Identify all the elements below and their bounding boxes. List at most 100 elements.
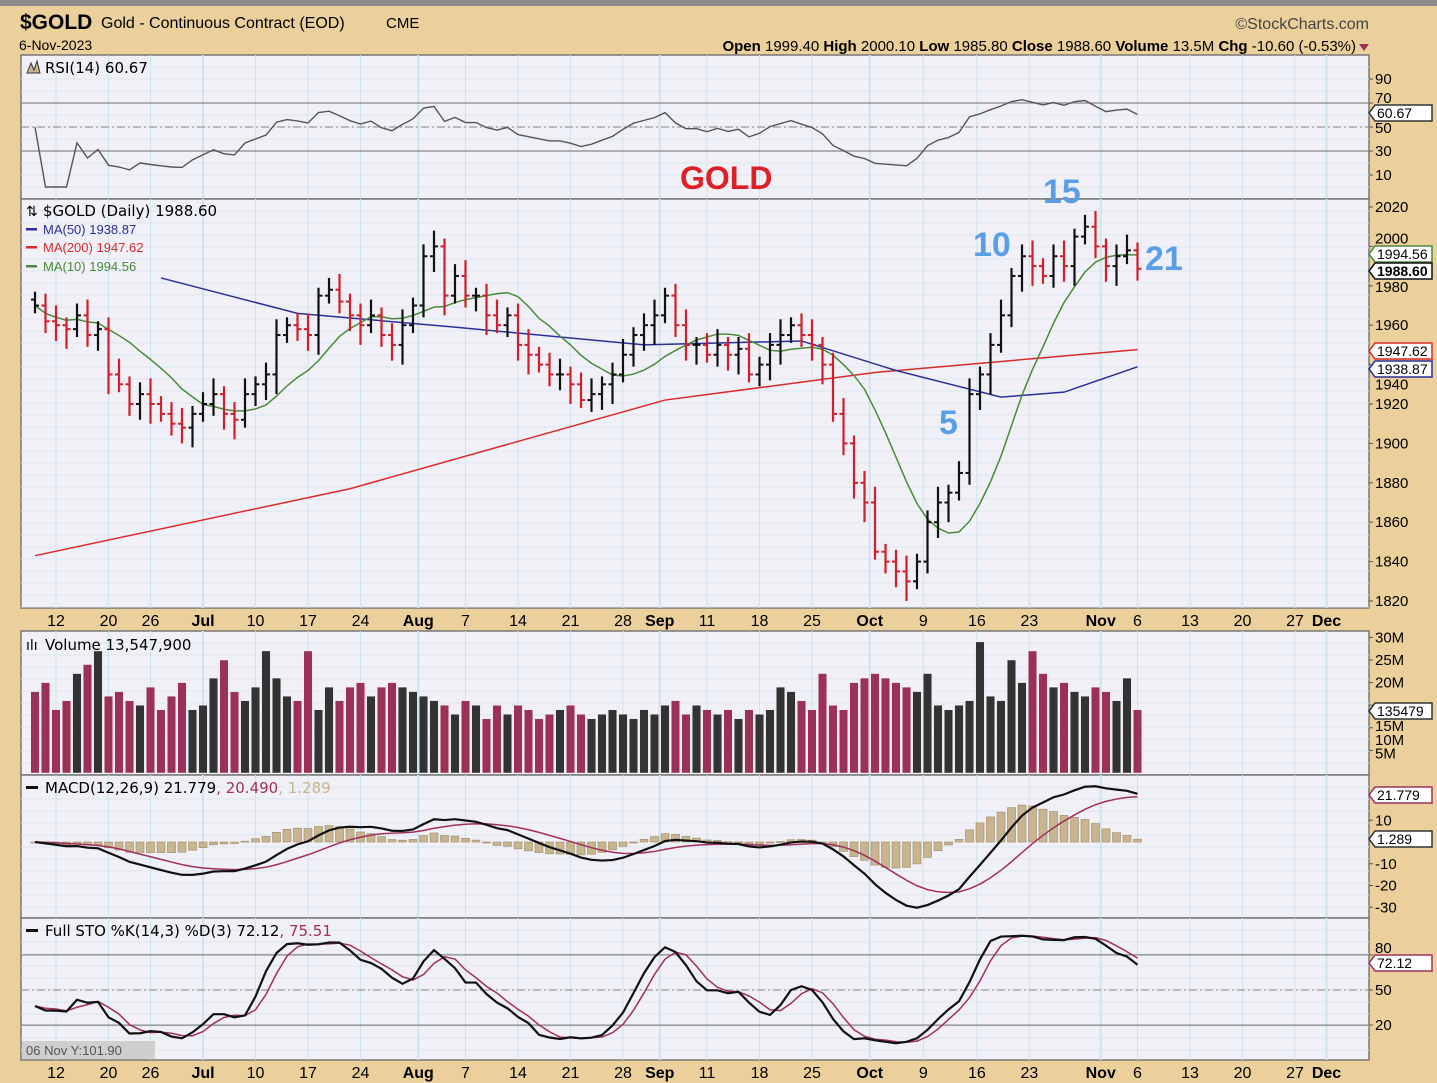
x-tick-label-bottom: 11: [699, 1065, 716, 1082]
volume-bar: [912, 691, 922, 774]
close-value: 1988.60: [1057, 38, 1111, 55]
volume-bar: [324, 686, 334, 774]
volume-bar: [1090, 686, 1100, 774]
x-tick-label-top: 17: [299, 613, 317, 630]
x-tick-label-bottom: 10: [247, 1065, 265, 1082]
volume-bar: [1048, 686, 1058, 774]
volume-bar: [702, 709, 712, 774]
macd-histogram-bar: [324, 825, 334, 843]
status-box: [22, 1041, 155, 1059]
x-tick-label-bottom: 23: [1020, 1065, 1038, 1082]
macd-histogram-bar: [240, 840, 250, 843]
sto-legend-swatch: [26, 929, 38, 932]
sto-k-line: [34, 934, 1139, 1045]
macd-histogram-bar: [492, 841, 502, 846]
macd-axis-label: -30: [1375, 899, 1397, 916]
rsi-legend: RSI(14) 60.67: [45, 59, 148, 77]
macd-histogram-bar: [986, 816, 995, 843]
macd-hist-tag: 1.289: [1377, 831, 1412, 847]
volume-bar: [660, 705, 670, 774]
macd-histogram-bar: [902, 841, 911, 868]
x-tick-label-bottom: Aug: [403, 1065, 434, 1082]
volume-axis-label: 10M: [1375, 732, 1404, 749]
volume-bar: [566, 705, 576, 774]
volume-bar: [335, 700, 345, 774]
macd-histogram-bar: [167, 841, 176, 853]
volume-bar: [461, 700, 471, 774]
volume-bar: [124, 700, 134, 774]
macd-histogram-bar: [377, 836, 386, 843]
macd-axis-label: -20: [1375, 878, 1397, 895]
macd-histogram-bar: [860, 841, 869, 861]
volume-bar: [72, 673, 82, 774]
volume-bar: [650, 714, 660, 774]
x-tick-label-bottom: 16: [968, 1065, 986, 1082]
volume-bar: [513, 705, 523, 774]
ma10-tag-box: [1368, 245, 1433, 263]
volume-bar: [954, 705, 964, 774]
volume-bar: [377, 686, 387, 774]
volume-bar: [797, 700, 807, 774]
macd-histogram-bar: [944, 841, 953, 846]
volume-bar: [82, 664, 92, 774]
price-axis-label: 1960: [1375, 317, 1408, 334]
volume-tag: 135479: [1377, 703, 1424, 719]
x-tick-label-top: 25: [803, 613, 821, 630]
volume-bar: [818, 673, 828, 774]
ma10-tag: 1994.56: [1377, 246, 1428, 262]
macd-histogram-bar: [933, 841, 943, 852]
sto-axis-label: 80: [1375, 940, 1392, 957]
macd-histogram-bar: [723, 841, 733, 843]
volume-bar: [965, 700, 975, 774]
volume-bar: [1122, 677, 1132, 774]
x-tick-label-bottom: 13: [1181, 1065, 1199, 1082]
price-axis-label: 1880: [1375, 475, 1408, 492]
macd-histogram-bar: [513, 841, 523, 850]
ma200-line: [34, 348, 1138, 557]
high-label: High: [823, 38, 856, 55]
volume-axis-label: 30M: [1375, 629, 1404, 646]
macd-histogram-bar: [419, 835, 428, 843]
volume-bar: [303, 650, 313, 774]
volume-bar: [261, 650, 271, 774]
x-tick-label-bottom: 28: [614, 1065, 632, 1082]
low-value: 1985.80: [953, 38, 1007, 55]
price-legend: $GOLD (Daily) 1988.60: [43, 202, 217, 220]
volume-bar: [723, 709, 733, 774]
x-tick-label-bottom: 20: [100, 1065, 118, 1082]
volume-value: 13.5M: [1173, 38, 1215, 55]
macd-histogram-bar: [524, 841, 533, 852]
x-tick-label-bottom: 27: [1286, 1065, 1304, 1082]
price-axis-label: 1920: [1375, 396, 1408, 413]
volume-bar: [587, 718, 597, 774]
rsi-axis-label: 70: [1375, 90, 1392, 107]
volume-bar: [923, 673, 933, 774]
volume-legend-icon: ılı: [26, 638, 38, 654]
volume-bar: [387, 682, 397, 774]
volume-bar: [849, 682, 859, 774]
open-value: 1999.40: [765, 38, 819, 55]
volume-legend: Volume 13,547,900: [45, 636, 191, 654]
volume-bar: [41, 682, 51, 774]
volume-bar: [366, 695, 376, 774]
volume-bar: [881, 677, 891, 774]
x-tick-label-bottom: Nov: [1086, 1065, 1116, 1082]
x-tick-label-bottom: 24: [352, 1065, 370, 1082]
x-tick-label-top: 12: [47, 613, 65, 630]
x-tick-label-bottom: 7: [461, 1065, 470, 1082]
ma10-legend: MA(10) 1994.56: [43, 259, 136, 274]
close-tag: 1988.60: [1377, 263, 1428, 279]
macd-histogram-bar: [744, 841, 754, 845]
window-top-bar: [0, 0, 1437, 6]
volume-bar: [272, 677, 282, 774]
volume-bar: [713, 714, 723, 774]
x-tick-label-bottom: 18: [751, 1065, 769, 1082]
volume-bar: [219, 659, 229, 774]
macd-histogram-bar: [114, 841, 124, 851]
volume-bar: [293, 700, 303, 774]
volume-bar: [870, 673, 880, 774]
macd-histogram-bar: [1007, 807, 1016, 843]
price-axis-label: 2000: [1375, 230, 1408, 247]
volume-bar: [860, 677, 870, 774]
ohlc-summary: Open 1999.40 High 2000.10 Low 1985.80 Cl…: [722, 38, 1356, 55]
